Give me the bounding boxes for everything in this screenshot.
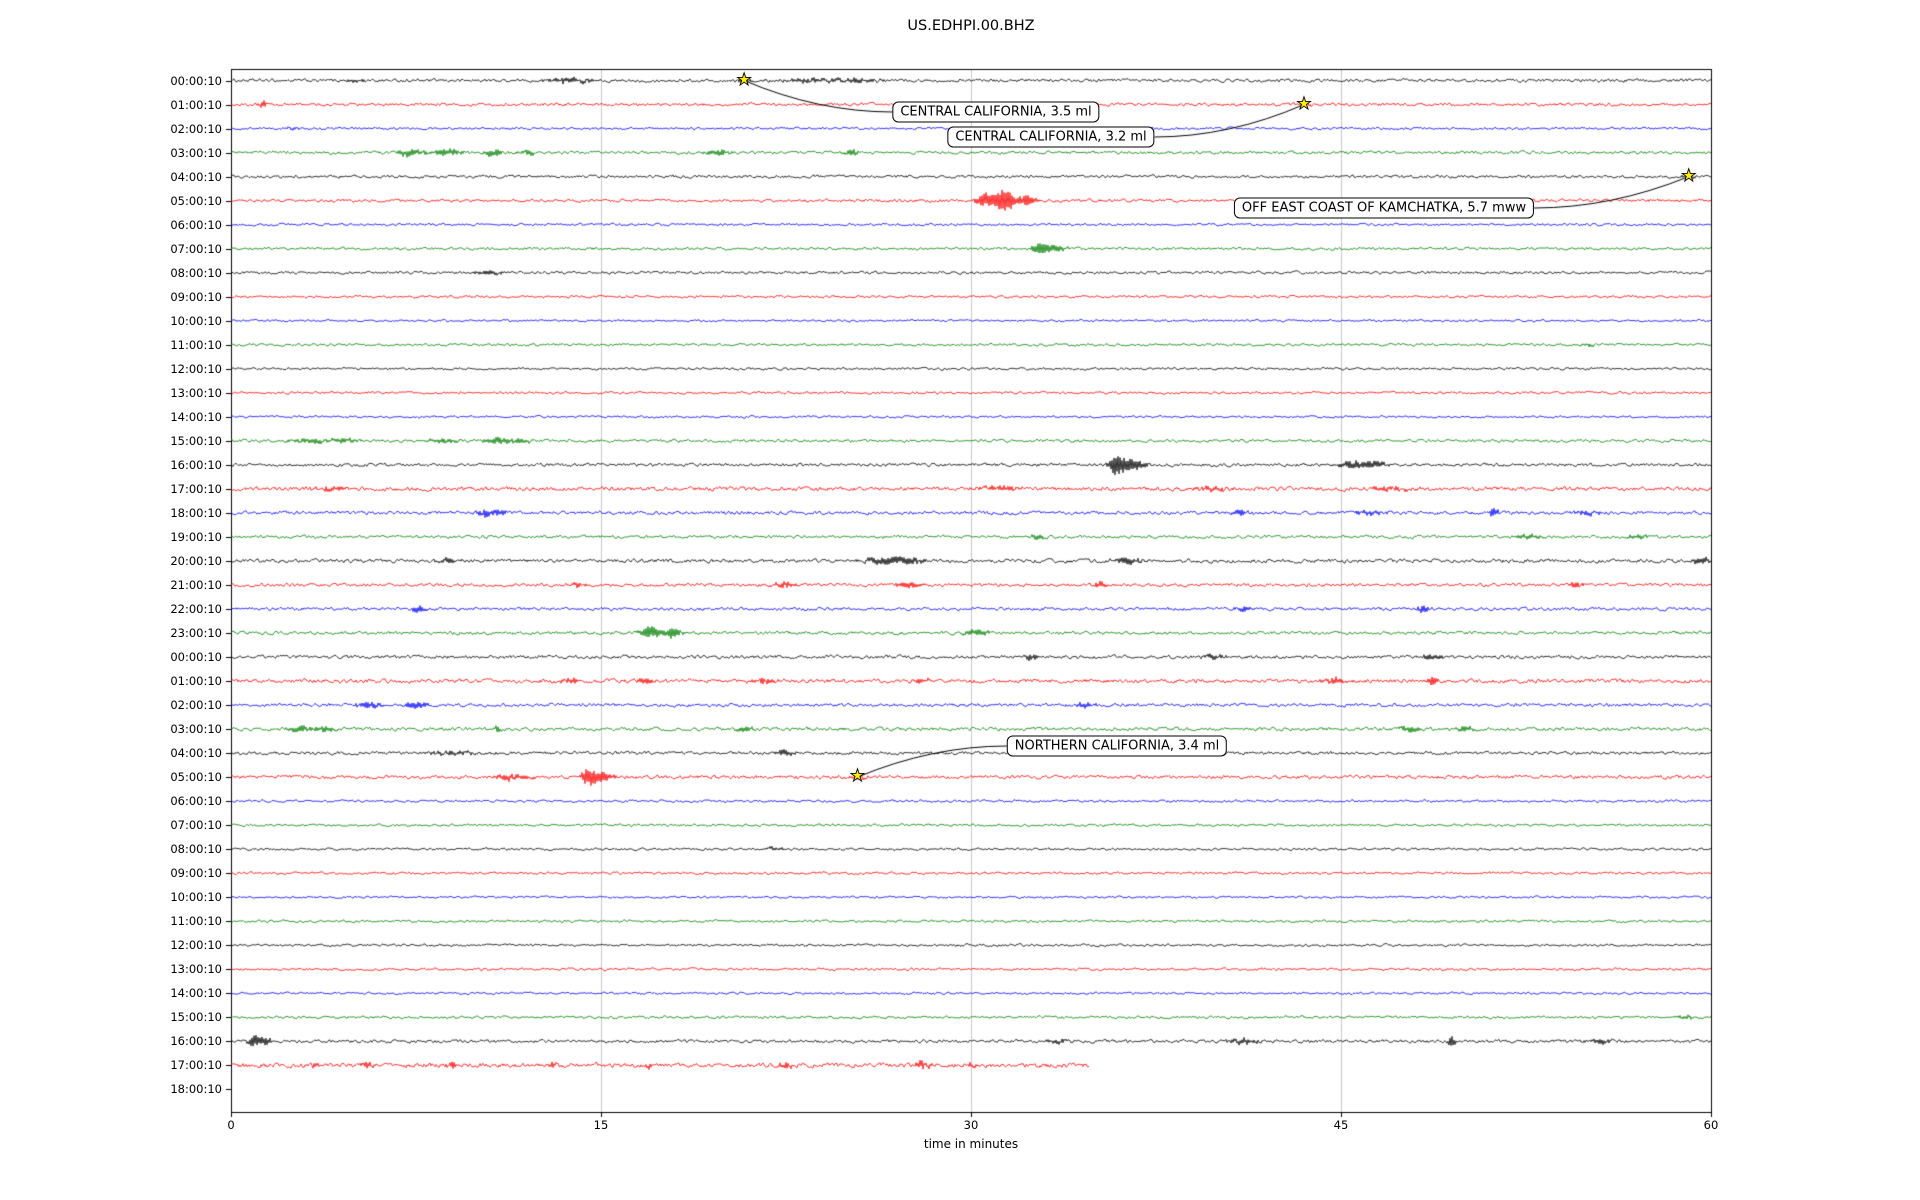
- trace-time-label: 17:00:10: [170, 481, 222, 496]
- event-label: CENTRAL CALIFORNIA, 3.5 ml: [892, 101, 1100, 123]
- chart-title: US.EDHPI.00.BHZ: [907, 18, 1035, 34]
- trace-time-label: 21:00:10: [170, 577, 222, 592]
- trace-time-label: 20:00:10: [170, 553, 222, 568]
- trace-time-label: 05:00:10: [170, 770, 222, 785]
- trace-time-label: 14:00:10: [170, 409, 222, 424]
- trace-time-label: 19:00:10: [170, 529, 222, 544]
- trace-time-label: 03:00:10: [170, 145, 222, 160]
- event-star-icon: ★: [1296, 93, 1312, 114]
- trace-time-label: 12:00:10: [170, 938, 222, 953]
- trace-time-label: 01:00:10: [170, 674, 222, 688]
- trace-time-label: 10:00:10: [170, 313, 222, 328]
- trace-time-label: 15:00:10: [170, 1010, 222, 1025]
- event-star-icon: ★: [1681, 165, 1697, 186]
- event-star-icon: ★: [849, 765, 866, 786]
- x-tick-label: 60: [1703, 1118, 1719, 1132]
- trace-time-label: 10:00:10: [170, 890, 222, 905]
- trace-time-label: 14:00:10: [170, 986, 222, 1001]
- trace-time-label: 02:00:10: [170, 121, 222, 136]
- trace-time-label: 01:00:10: [170, 97, 222, 112]
- trace-time-label: 08:00:10: [170, 265, 222, 280]
- trace-time-label: 11:00:10: [170, 337, 222, 352]
- x-tick-label: 15: [593, 1118, 609, 1132]
- event-label: CENTRAL CALIFORNIA, 3.2 ml: [947, 126, 1155, 148]
- x-tick-label: 45: [1333, 1118, 1349, 1132]
- x-tick-label: 0: [227, 1118, 235, 1132]
- trace-time-label: 04:00:10: [170, 169, 222, 184]
- trace-time-label: 13:00:10: [170, 385, 222, 400]
- trace-time-label: 18:00:10: [170, 1082, 222, 1097]
- trace-time-label: 03:00:10: [170, 722, 222, 737]
- trace-time-label: 09:00:10: [170, 289, 222, 304]
- trace-time-label: 17:00:10: [170, 1058, 222, 1073]
- trace-time-label: 05:00:10: [170, 193, 222, 208]
- trace-time-label: 08:00:10: [170, 842, 222, 857]
- trace-time-label: 22:00:10: [170, 601, 222, 616]
- x-tick-label: 30: [963, 1118, 979, 1132]
- trace-time-label: 15:00:10: [170, 433, 222, 448]
- event-star-icon: ★: [736, 69, 752, 90]
- trace-time-label: 13:00:10: [170, 962, 222, 977]
- trace-time-label: 12:00:10: [170, 361, 222, 376]
- trace-time-label: 18:00:10: [170, 505, 222, 520]
- event-label: NORTHERN CALIFORNIA, 3.4 ml: [1006, 735, 1228, 757]
- trace-time-label: 23:00:10: [170, 625, 222, 640]
- event-label: OFF EAST COAST OF KAMCHATKA, 5.7 mww: [1233, 197, 1535, 219]
- trace-time-label: 16:00:10: [170, 1034, 222, 1049]
- trace-time-label: 09:00:10: [170, 866, 222, 881]
- trace-time-label: 11:00:10: [170, 914, 222, 929]
- trace-time-label: 06:00:10: [170, 794, 222, 809]
- trace-time-label: 00:00:10: [170, 73, 222, 88]
- x-axis-label: time in minutes: [923, 1137, 1019, 1151]
- trace-time-label: 06:00:10: [170, 217, 222, 232]
- trace-time-label: 00:00:10: [170, 649, 222, 664]
- trace-time-label: 02:00:10: [170, 698, 222, 713]
- trace-time-label: 07:00:10: [170, 241, 222, 256]
- trace-time-label: 04:00:10: [170, 746, 222, 761]
- trace-time-label: 16:00:10: [170, 457, 222, 472]
- trace-time-label: 07:00:10: [170, 818, 222, 833]
